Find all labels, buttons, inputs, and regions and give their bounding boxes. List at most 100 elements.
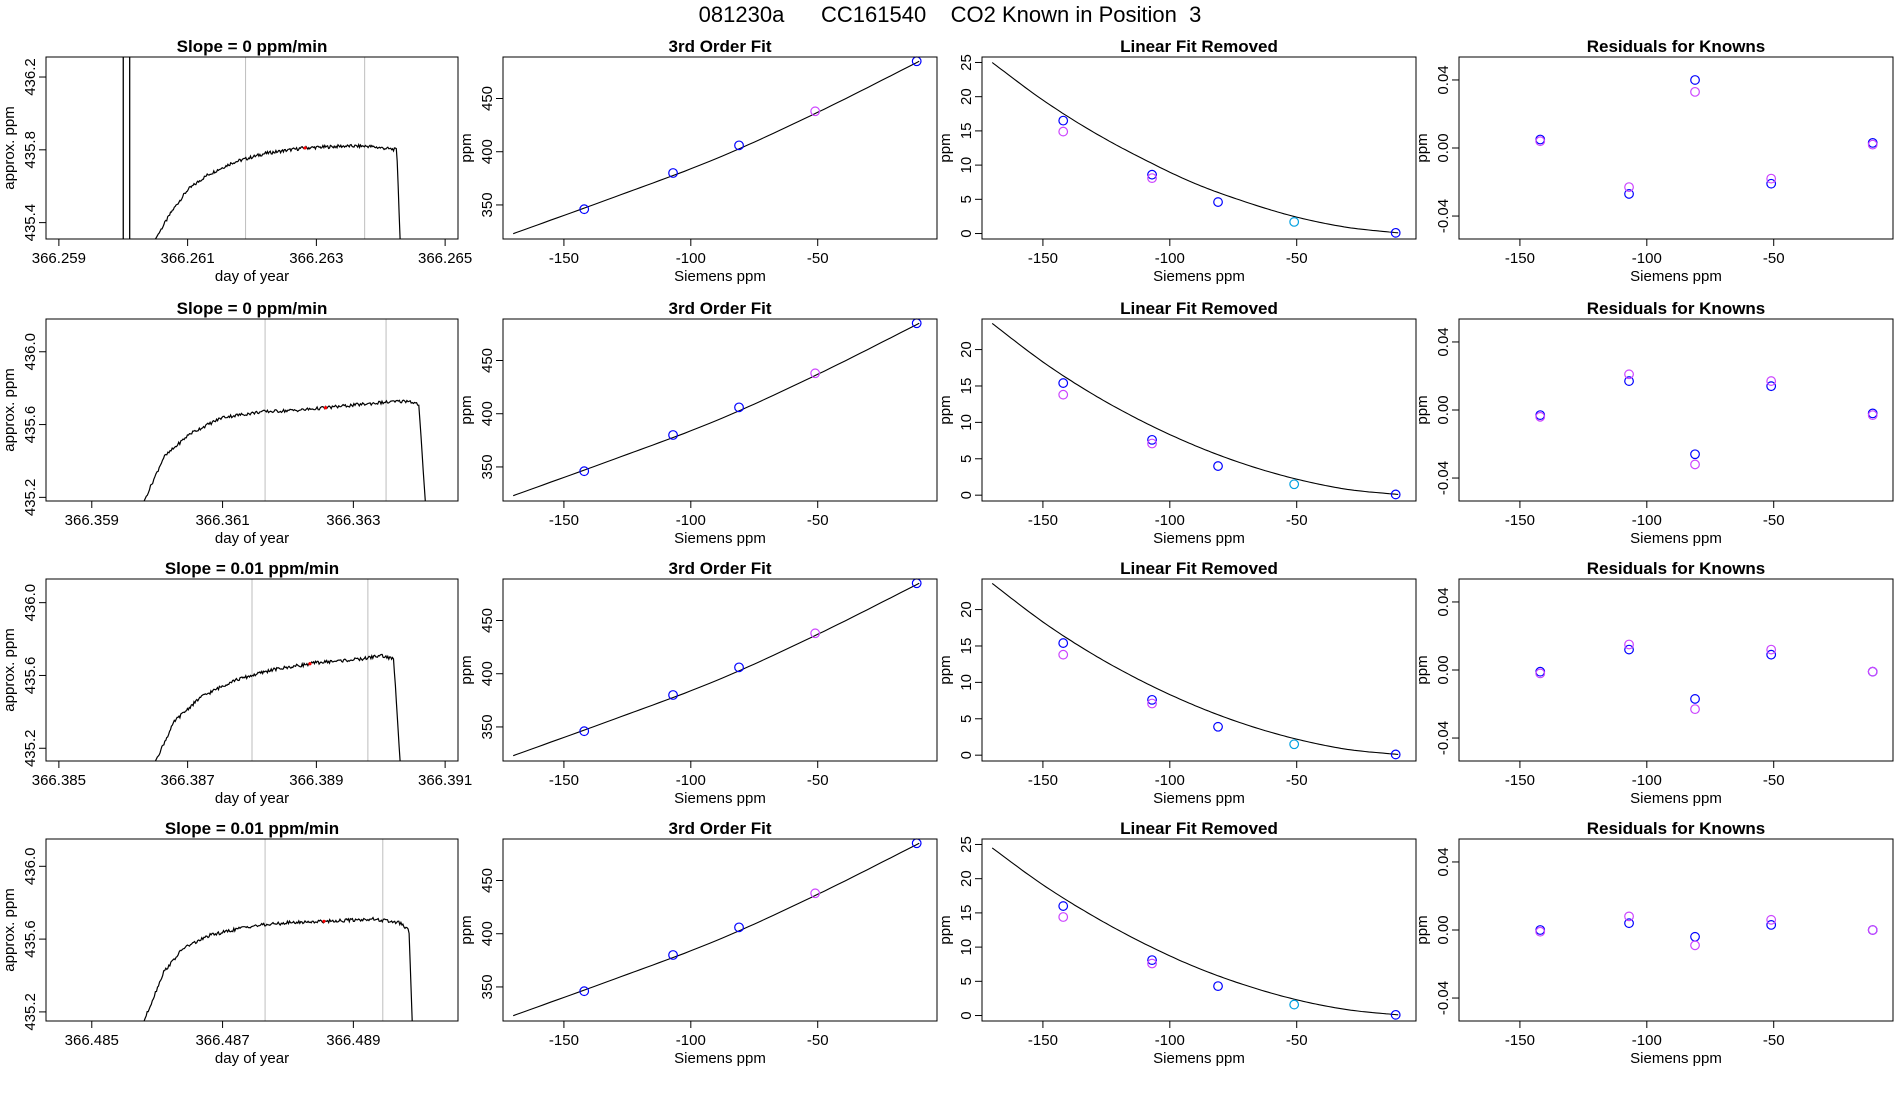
y-axis-label: approx. ppm [1, 368, 18, 451]
data-point [1213, 721, 1223, 732]
x-tick-label: -100 [1632, 250, 1662, 267]
data-point [1289, 479, 1300, 490]
data-point [1058, 912, 1069, 922]
x-tick-label: -50 [1763, 250, 1785, 267]
y-tick-label: -0.04 [1435, 461, 1452, 495]
x-tick-label: -100 [1632, 772, 1662, 789]
y-tick-label: 0.04 [1435, 327, 1452, 356]
plot-box [45, 56, 459, 240]
chart-title: Slope = 0 ppm/min [177, 299, 328, 318]
fit-curve-line [513, 582, 920, 757]
x-tick-label: -100 [676, 1032, 706, 1049]
data-point [1867, 139, 1878, 150]
x-tick-label: -100 [1632, 512, 1662, 529]
y-tick-label: 436.0 [22, 848, 39, 886]
x-tick-label: 366.361 [195, 512, 249, 529]
x-tick-label: -150 [1505, 512, 1535, 529]
y-tick-label: 450 [479, 348, 496, 373]
x-tick-label: -150 [1028, 772, 1058, 789]
data-point [734, 922, 744, 933]
x-axis-label: Siemens ppm [674, 790, 766, 807]
x-tick-label: -50 [1286, 250, 1308, 267]
y-tick-label: 10 [958, 157, 975, 174]
y-tick-label: 435.2 [22, 729, 39, 767]
chart-title: Slope = 0.01 ppm/min [165, 559, 339, 578]
x-axis-label: Siemens ppm [1630, 268, 1722, 285]
x-tick-label: 366.385 [32, 772, 86, 789]
data-point [1624, 376, 1634, 386]
data-point [1624, 182, 1634, 193]
plot-box [981, 56, 1417, 240]
x-tick-label: -100 [676, 512, 706, 529]
data-point [668, 168, 678, 178]
fit-curve-line [513, 60, 920, 235]
y-tick-label: 0.00 [1435, 915, 1452, 944]
y-tick-label: 400 [479, 661, 496, 686]
x-axis-label: Siemens ppm [1153, 790, 1245, 807]
data-point [1690, 449, 1700, 460]
x-tick-label: -150 [1505, 1032, 1535, 1049]
data-point [1867, 925, 1878, 935]
data-point [1690, 459, 1700, 470]
data-point [1766, 178, 1777, 189]
ppm-trace-line [143, 916, 413, 1021]
x-axis-label: Siemens ppm [1630, 790, 1722, 807]
data-point [1690, 694, 1700, 704]
y-tick-label: 400 [479, 401, 496, 426]
plot-box [502, 56, 938, 240]
data-point [1766, 376, 1777, 386]
data-point [1390, 227, 1401, 238]
y-tick-label: 0.04 [1435, 847, 1452, 876]
y-tick-label: 10 [958, 939, 975, 956]
x-tick-label: 366.359 [65, 512, 119, 529]
chart-title: 3rd Order Fit [669, 819, 772, 838]
fit-curve-line [513, 842, 920, 1017]
data-point [911, 838, 922, 849]
data-point [1289, 739, 1300, 750]
data-point [1535, 926, 1546, 937]
data-point [1213, 197, 1223, 207]
y-axis-label: ppm [1414, 133, 1431, 162]
y-axis-label: ppm [1414, 395, 1431, 424]
x-tick-label: -150 [549, 772, 579, 789]
y-axis-label: ppm [458, 915, 475, 944]
x-tick-label: -100 [1155, 1032, 1185, 1049]
y-axis-label: ppm [1414, 915, 1431, 944]
y-tick-label: 5 [958, 455, 975, 463]
y-axis-label: ppm [937, 133, 954, 162]
data-point [579, 986, 590, 997]
x-tick-label: -100 [1155, 772, 1185, 789]
mean-marker [308, 662, 312, 666]
plot-box [981, 318, 1417, 502]
ppm-trace-line [143, 399, 426, 501]
plot-box [45, 578, 459, 762]
fit-curve-line [513, 322, 920, 497]
y-tick-label: 0.00 [1435, 655, 1452, 684]
x-axis-label: day of year [215, 530, 289, 547]
x-tick-label: 366.387 [161, 772, 215, 789]
x-tick-label: -150 [549, 250, 579, 267]
x-tick-label: -150 [549, 1032, 579, 1049]
data-point [1690, 86, 1700, 97]
y-tick-label: 436.0 [22, 333, 39, 371]
y-tick-label: 20 [958, 870, 975, 887]
y-tick-label: 0.00 [1435, 395, 1452, 424]
data-point [1535, 411, 1546, 422]
y-tick-label: 5 [958, 715, 975, 723]
plot-box [45, 838, 459, 1022]
fit-curve-line [991, 582, 1399, 755]
y-tick-label: 400 [479, 921, 496, 946]
data-point [668, 430, 678, 440]
data-point [1624, 189, 1634, 199]
x-tick-label: -100 [1155, 250, 1185, 267]
y-tick-label: 25 [958, 54, 975, 71]
data-point [1058, 115, 1069, 126]
y-tick-label: 350 [479, 454, 496, 479]
data-point [1690, 704, 1700, 715]
y-tick-label: 0 [958, 751, 975, 759]
data-point [1058, 389, 1069, 400]
x-axis-label: day of year [215, 790, 289, 807]
data-point [1147, 958, 1157, 969]
data-point [1624, 369, 1634, 380]
